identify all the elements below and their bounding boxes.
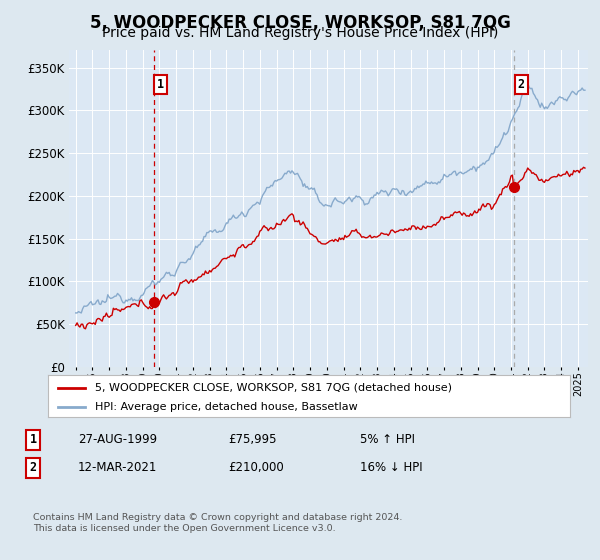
Text: 2: 2 bbox=[29, 461, 37, 474]
Text: 27-AUG-1999: 27-AUG-1999 bbox=[78, 433, 157, 446]
Text: £210,000: £210,000 bbox=[228, 461, 284, 474]
Text: 5% ↑ HPI: 5% ↑ HPI bbox=[360, 433, 415, 446]
Text: Price paid vs. HM Land Registry's House Price Index (HPI): Price paid vs. HM Land Registry's House … bbox=[102, 26, 498, 40]
Text: 5, WOODPECKER CLOSE, WORKSOP, S81 7QG (detached house): 5, WOODPECKER CLOSE, WORKSOP, S81 7QG (d… bbox=[95, 383, 452, 393]
Text: 12-MAR-2021: 12-MAR-2021 bbox=[78, 461, 157, 474]
Text: 1: 1 bbox=[157, 78, 164, 91]
Text: 5, WOODPECKER CLOSE, WORKSOP, S81 7QG: 5, WOODPECKER CLOSE, WORKSOP, S81 7QG bbox=[89, 14, 511, 32]
Text: £75,995: £75,995 bbox=[228, 433, 277, 446]
Text: 16% ↓ HPI: 16% ↓ HPI bbox=[360, 461, 422, 474]
Text: 1: 1 bbox=[29, 433, 37, 446]
Text: Contains HM Land Registry data © Crown copyright and database right 2024.: Contains HM Land Registry data © Crown c… bbox=[33, 513, 403, 522]
Text: 2: 2 bbox=[518, 78, 524, 91]
Text: This data is licensed under the Open Government Licence v3.0.: This data is licensed under the Open Gov… bbox=[33, 524, 335, 533]
Text: HPI: Average price, detached house, Bassetlaw: HPI: Average price, detached house, Bass… bbox=[95, 402, 358, 412]
